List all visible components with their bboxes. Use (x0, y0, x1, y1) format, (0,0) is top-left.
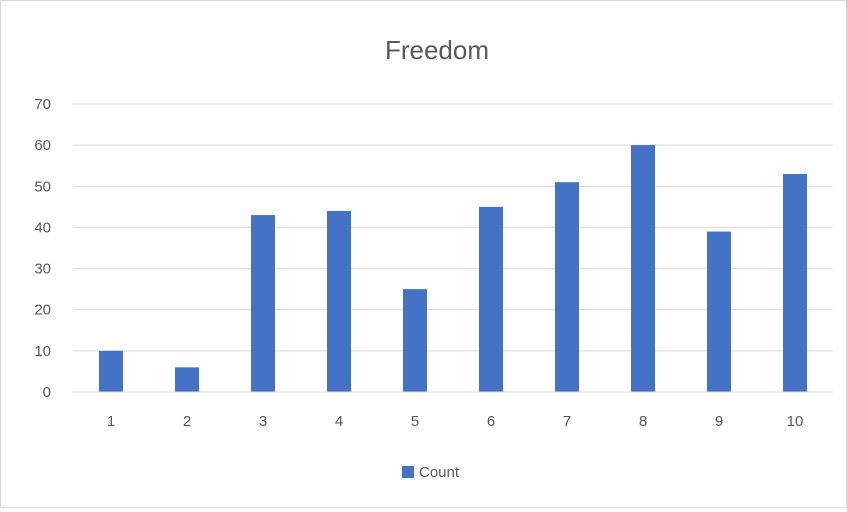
x-tick-label: 2 (183, 413, 191, 430)
bars (99, 145, 807, 392)
x-tick-label: 1 (107, 413, 115, 430)
legend-label: Count (419, 464, 460, 481)
bar-4 (327, 210, 351, 392)
bar-8 (631, 145, 655, 392)
y-tick-label: 40 (34, 219, 51, 236)
bar-6 (479, 206, 503, 392)
x-tick-label: 7 (563, 413, 571, 430)
bar-9 (707, 231, 731, 392)
bar-10 (783, 173, 807, 392)
y-tick-label: 30 (34, 261, 51, 278)
bar-2 (175, 367, 199, 392)
gridlines (73, 103, 833, 352)
y-tick-label: 60 (34, 137, 51, 154)
x-tick-label: 10 (787, 413, 804, 430)
y-tick-label: 70 (34, 96, 51, 113)
y-tick-label: 50 (34, 178, 51, 195)
bar-5 (403, 289, 427, 392)
x-tick-label: 8 (639, 413, 647, 430)
y-tick-label: 0 (43, 384, 51, 401)
x-tick-label: 4 (335, 413, 343, 430)
y-axis-ticks: 0 10 20 30 40 50 60 70 (34, 96, 51, 401)
y-tick-label: 10 (34, 343, 51, 360)
x-tick-label: 9 (715, 413, 723, 430)
legend-swatch (402, 466, 414, 478)
y-tick-label: 20 (34, 302, 51, 319)
chart-title: Freedom (385, 35, 489, 65)
bar-3 (251, 215, 275, 392)
x-tick-label: 6 (487, 413, 495, 430)
x-tick-label: 5 (411, 413, 419, 430)
bar-7 (555, 182, 579, 392)
x-axis-ticks: 1 2 3 4 5 6 7 8 9 10 (107, 413, 804, 430)
x-tick-label: 3 (259, 413, 267, 430)
legend: Count (402, 464, 460, 481)
bar-1 (99, 350, 123, 392)
